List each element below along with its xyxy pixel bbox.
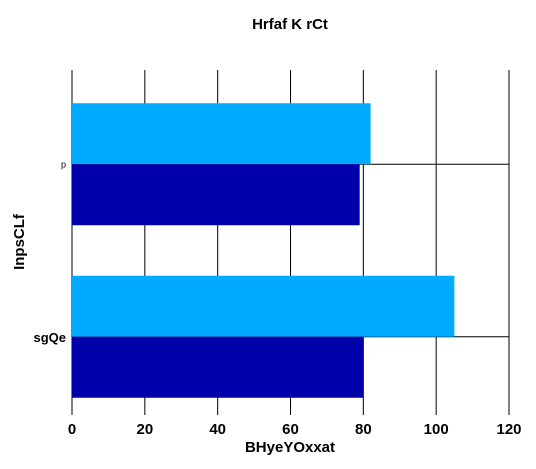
bars-group [72, 103, 455, 398]
x-tick-label: 100 [424, 421, 449, 438]
y-category-label: p [61, 159, 66, 169]
x-tick-label: 60 [282, 421, 299, 438]
y-axis-categories: sgQe p [33, 159, 66, 345]
x-tick-label: 40 [209, 421, 226, 438]
bar [72, 103, 371, 165]
bar [72, 336, 364, 398]
bar [72, 275, 455, 337]
x-tick-label: 80 [355, 421, 372, 438]
y-category-label: sgQe [33, 330, 66, 345]
x-tick-label: 20 [136, 421, 153, 438]
x-axis-label: BHyeYOxxat [245, 439, 335, 456]
y-axis-label: InpsCLf [11, 213, 28, 270]
x-tick-label: 120 [496, 421, 521, 438]
bar [72, 164, 360, 226]
x-tick-label: 0 [68, 421, 76, 438]
x-axis-ticks: 0 20 40 60 80 100 120 [68, 421, 522, 438]
chart-title: Hrfaf K rCt [252, 16, 328, 33]
